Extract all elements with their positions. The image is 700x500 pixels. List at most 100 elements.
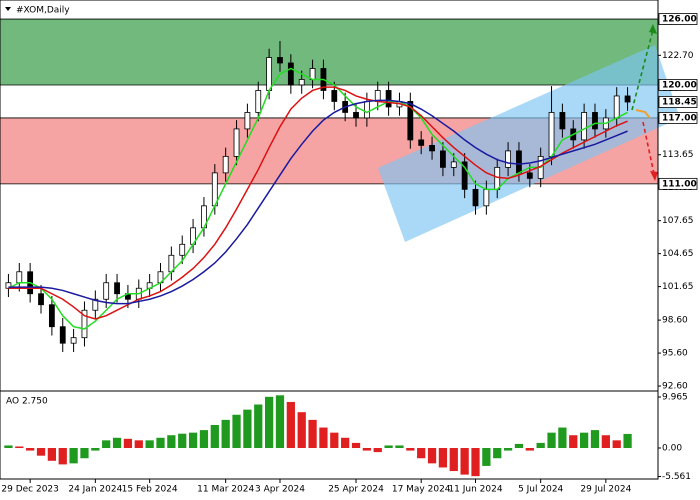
ao-bar — [330, 432, 339, 449]
candle-body — [114, 282, 120, 295]
ao-bar — [417, 448, 426, 459]
x-tick-label: 11 Mar 2024 — [197, 485, 254, 495]
candle-body — [516, 150, 522, 174]
x-tick-label: 17 May 2024 — [392, 485, 451, 495]
candle-body — [59, 326, 66, 344]
price-level-box — [658, 96, 698, 108]
ao-bar — [569, 435, 578, 449]
candle-body — [472, 188, 479, 207]
candle-body — [581, 112, 588, 141]
ao-bar — [156, 437, 165, 449]
y-tick-label: 101.65 — [662, 282, 694, 292]
candle-body — [266, 57, 273, 91]
ao-bar — [58, 448, 67, 465]
ao-bar — [199, 430, 209, 449]
candle-body — [440, 150, 446, 168]
candle-body — [331, 90, 338, 102]
candle-body — [624, 95, 631, 103]
ao-title: AO 2.750 — [6, 397, 48, 407]
ao-bar — [145, 440, 154, 449]
ao-bar — [264, 396, 274, 449]
x-tick-label: 29 Dec 2023 — [1, 485, 59, 495]
candle-body — [429, 145, 435, 152]
y-tick-label: 0.00 — [662, 444, 682, 454]
ao-bar — [243, 409, 252, 449]
candle-body — [418, 139, 425, 146]
candle-body — [277, 57, 283, 64]
ao-bar — [547, 432, 556, 449]
candle-body — [559, 112, 566, 130]
projection-arrow — [635, 109, 651, 119]
ao-bar — [15, 446, 24, 449]
candle-body — [526, 172, 533, 179]
ao-bar — [503, 448, 513, 451]
price-level-label: 117.00 — [662, 113, 697, 123]
ao-bar — [525, 448, 534, 451]
down-arrow — [642, 121, 655, 175]
ao-bar — [362, 448, 372, 451]
chart-title: #XOM,Daily — [16, 6, 70, 16]
ao-bar — [134, 440, 143, 449]
ao-bar — [210, 424, 219, 449]
ao-bar — [493, 448, 502, 459]
ao-bar — [47, 448, 57, 461]
ao-bar — [351, 442, 361, 449]
title-icon — [5, 7, 11, 11]
y-tick-label: 113.65 — [662, 150, 694, 160]
plot — [4, 41, 632, 477]
y-tick-label: 98.60 — [662, 316, 688, 326]
y-tick-label: 104.65 — [662, 249, 694, 259]
ao-bar — [623, 433, 632, 449]
ao-bar — [558, 427, 567, 449]
candle-body — [450, 161, 457, 168]
ao-bar — [427, 448, 437, 464]
x-tick-label: 15 Feb 2024 — [122, 485, 178, 495]
ao-bar — [91, 448, 100, 451]
candle-body — [592, 112, 598, 130]
ao-bar — [482, 448, 491, 466]
candle-body — [179, 243, 186, 256]
moving-average — [8, 67, 628, 330]
y-tick-label: 92.60 — [662, 382, 688, 392]
candle-body — [287, 62, 294, 86]
y-tick-label: 107.65 — [662, 216, 694, 226]
candle-body — [255, 90, 262, 113]
ao-bar — [167, 435, 176, 449]
y-tick-label: 122.70 — [662, 51, 694, 61]
ao-bar — [221, 419, 230, 449]
y-tick-label: 9.965 — [662, 393, 688, 403]
ao-bar — [178, 433, 187, 449]
x-tick-label: 25 Apr 2024 — [328, 485, 384, 495]
price-level-label: 126.00 — [662, 15, 697, 25]
ao-bar — [449, 448, 458, 472]
ao-bar — [297, 412, 306, 449]
ao-bar — [319, 427, 328, 449]
ao-bar — [579, 432, 589, 449]
ao-bar — [308, 419, 317, 449]
candle-body — [353, 112, 359, 119]
price-level-box — [658, 13, 698, 25]
candle-body — [505, 150, 511, 168]
ao-bar — [69, 448, 78, 464]
price-level-box — [658, 112, 698, 124]
ao-bar — [471, 448, 480, 477]
ao-bar — [232, 414, 241, 449]
ao-bar — [590, 430, 600, 449]
ao-bar — [286, 401, 295, 449]
x-tick-label: 24 Jan 2024 — [68, 485, 122, 495]
down-arrow-head — [650, 171, 658, 181]
ao-bar — [601, 435, 610, 449]
candle-body — [298, 79, 305, 86]
up-arrow-head — [649, 24, 657, 34]
ao-bar — [406, 448, 415, 451]
candle-body — [222, 155, 229, 174]
candle-body — [461, 161, 468, 190]
ao-bar — [384, 445, 393, 449]
frame — [0, 0, 659, 480]
ao-bar — [275, 395, 285, 449]
candle-body — [548, 112, 555, 157]
ao-bar — [341, 437, 350, 449]
ao-bar — [4, 445, 13, 449]
ao-bar — [188, 432, 198, 449]
